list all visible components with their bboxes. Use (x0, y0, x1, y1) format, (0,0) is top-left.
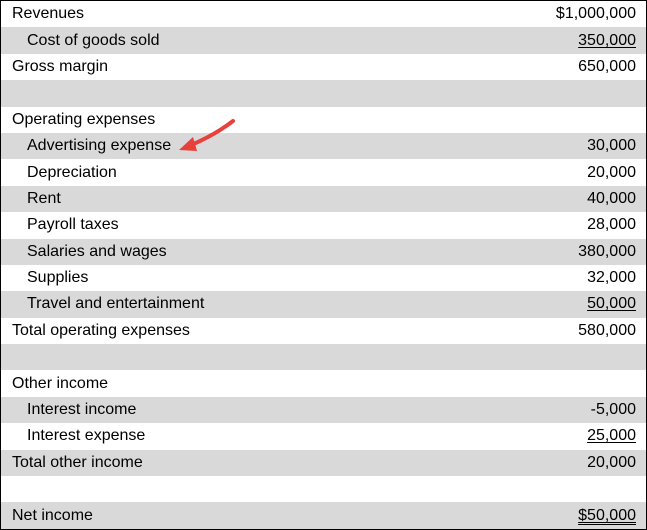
row-interest-expense: Interest expense 25,000 (1, 423, 646, 449)
section-heading: Operating expenses (12, 110, 156, 128)
row-payroll-taxes: Payroll taxes 28,000 (1, 212, 646, 238)
row-depreciation: Depreciation 20,000 (1, 159, 646, 185)
row-value: 20,000 (587, 453, 636, 471)
row-label: Supplies (27, 269, 89, 287)
row-label: Total other income (12, 453, 143, 471)
row-label: Payroll taxes (27, 216, 119, 234)
row-label: Net income (12, 506, 93, 524)
row-revenues: Revenues $1,000,000 (1, 1, 646, 27)
row-label: Travel and entertainment (27, 295, 205, 313)
row-travel-and-entertainment: Travel and entertainment 50,000 (1, 291, 646, 318)
row-interest-income: Interest income -5,000 (1, 396, 646, 424)
row-label: Interest expense (27, 427, 146, 445)
row-label: Total operating expenses (12, 321, 190, 339)
row-value: 580,000 (578, 321, 636, 339)
row-value: 650,000 (578, 57, 636, 75)
row-net-income: Net income $50,000 (1, 502, 646, 529)
row-value: $50,000 (578, 506, 636, 524)
row-value: 50,000 (587, 295, 636, 313)
row-total-other-income: Total other income 20,000 (1, 449, 646, 477)
row-value: 32,000 (587, 269, 636, 287)
row-label: Interest income (27, 401, 137, 419)
row-value: 25,000 (587, 427, 636, 445)
row-value: 28,000 (587, 216, 636, 234)
row-other-income-header: Other income (1, 370, 646, 396)
row-rent: Rent 40,000 (1, 185, 646, 213)
row-spacer (1, 80, 646, 107)
row-label: Gross margin (12, 57, 109, 75)
row-salaries-and-wages: Salaries and wages 380,000 (1, 238, 646, 265)
row-gross-margin: Gross margin 650,000 (1, 54, 646, 80)
row-label: Rent (27, 189, 61, 207)
row-label: Salaries and wages (27, 242, 167, 260)
row-value: 40,000 (587, 189, 636, 207)
row-label: Depreciation (27, 163, 117, 181)
row-value: 30,000 (587, 137, 636, 155)
row-label: Cost of goods sold (27, 31, 160, 49)
row-label: Revenues (12, 5, 85, 23)
row-total-operating-expenses: Total operating expenses 580,000 (1, 318, 646, 344)
row-value: $1,000,000 (555, 5, 636, 23)
row-spacer (1, 344, 646, 371)
row-value: -5,000 (590, 401, 636, 419)
row-label: Advertising expense (27, 137, 172, 155)
row-value: 350,000 (578, 31, 636, 49)
row-operating-expenses-header: Operating expenses (1, 107, 646, 133)
row-cost-of-goods-sold: Cost of goods sold 350,000 (1, 27, 646, 54)
section-heading: Other income (12, 374, 109, 392)
row-value: 20,000 (587, 163, 636, 181)
row-value: 380,000 (578, 242, 636, 260)
row-advertising-expense: Advertising expense 30,000 (1, 132, 646, 160)
row-supplies: Supplies 32,000 (1, 265, 646, 291)
row-spacer (1, 476, 646, 502)
